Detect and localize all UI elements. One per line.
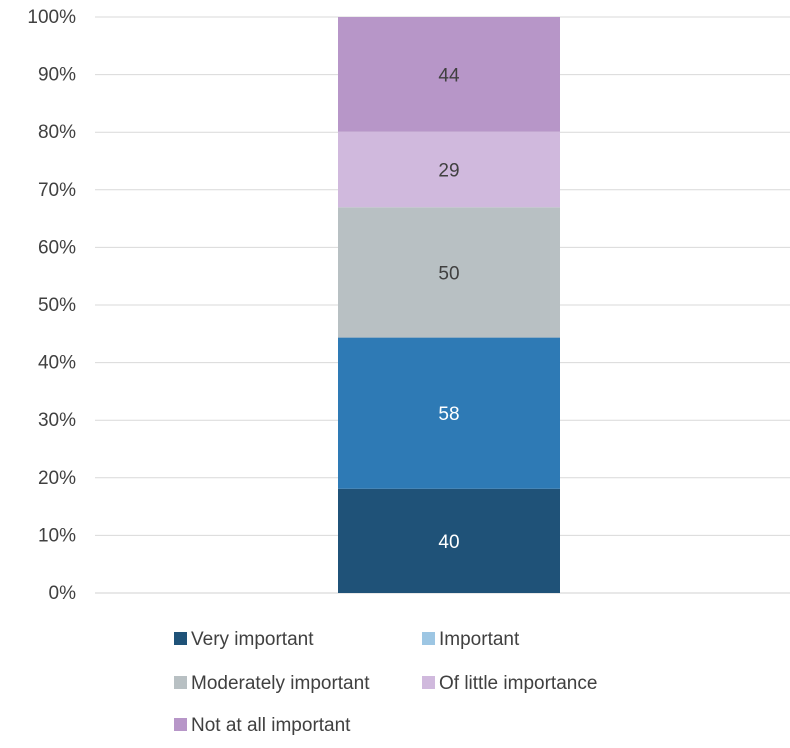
legend-label: Moderately important bbox=[191, 673, 370, 694]
bar-segment bbox=[338, 337, 560, 489]
legend-item: Not at all important bbox=[174, 715, 351, 736]
bar-segment bbox=[338, 17, 560, 132]
y-tick-label: 60% bbox=[38, 237, 76, 258]
y-tick-label: 30% bbox=[38, 410, 76, 431]
y-axis-tick-labels: 0% 10% 20% 30% 40% 50% 60% 70% 80% 90% 100% bbox=[27, 7, 76, 604]
legend-label: Of little importance bbox=[439, 673, 597, 694]
y-tick-label: 100% bbox=[27, 7, 76, 28]
legend-swatch bbox=[174, 632, 187, 645]
bar-segment bbox=[338, 131, 560, 208]
data-label: 58 bbox=[438, 404, 459, 425]
bar-segment bbox=[338, 488, 560, 593]
data-labels: 40 58 50 29 44 bbox=[438, 65, 460, 553]
data-label: 29 bbox=[438, 160, 459, 181]
legend-swatch bbox=[174, 718, 187, 731]
bar-segments bbox=[338, 17, 560, 593]
legend-label: Important bbox=[439, 629, 520, 650]
legend-swatch bbox=[422, 632, 435, 645]
y-tick-label: 40% bbox=[38, 353, 76, 374]
legend-item: Important bbox=[422, 629, 520, 650]
legend-item: Of little importance bbox=[422, 673, 597, 694]
y-tick-label: 50% bbox=[38, 295, 76, 316]
legend-label: Very important bbox=[191, 629, 314, 650]
bar-segment bbox=[338, 207, 560, 338]
y-tick-label: 90% bbox=[38, 65, 76, 86]
y-tick-label: 80% bbox=[38, 122, 76, 143]
y-tick-label: 0% bbox=[49, 583, 77, 604]
y-tick-label: 70% bbox=[38, 180, 76, 201]
y-tick-label: 10% bbox=[38, 525, 76, 546]
legend: Very important Important Moderately import… bbox=[174, 629, 597, 736]
data-label: 50 bbox=[438, 263, 459, 284]
legend-label: Not at all important bbox=[191, 715, 351, 736]
legend-swatch bbox=[422, 676, 435, 689]
data-label: 40 bbox=[438, 532, 459, 553]
data-label: 44 bbox=[438, 65, 460, 86]
legend-swatch bbox=[174, 676, 187, 689]
legend-item: Moderately important bbox=[174, 673, 370, 694]
legend-item: Very important bbox=[174, 629, 314, 650]
y-tick-label: 20% bbox=[38, 468, 76, 489]
